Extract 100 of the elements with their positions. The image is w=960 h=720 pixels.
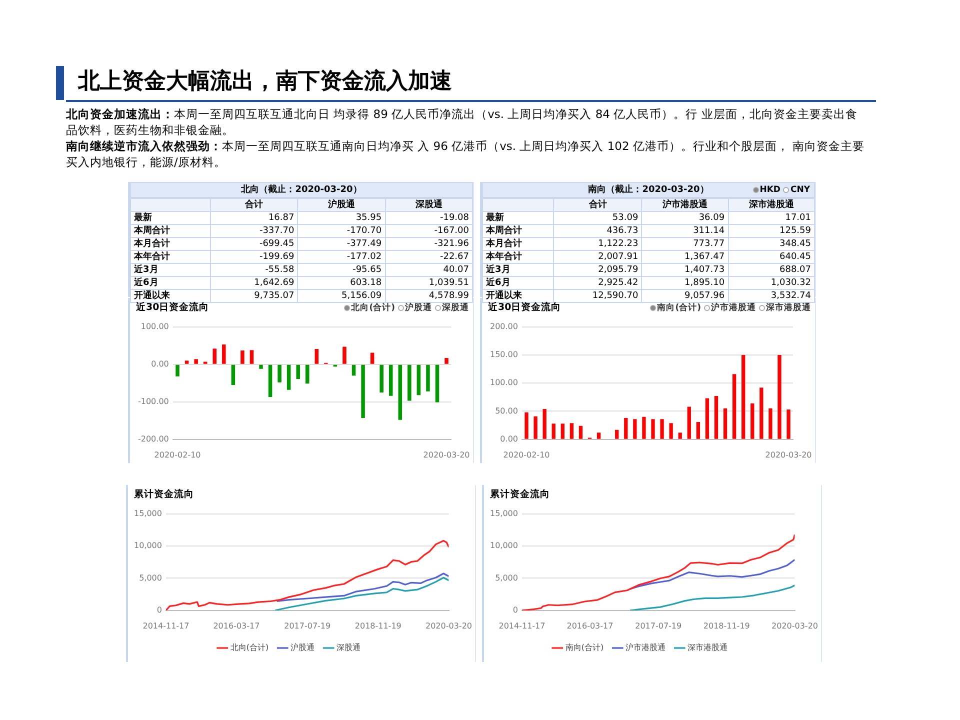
text: -19.08 [440, 213, 469, 223]
text: -337.70 [259, 226, 294, 236]
y-tick-label: 0 [512, 605, 518, 614]
text: -55.58 [265, 265, 294, 275]
y-tick-label: 15,000 [134, 508, 162, 518]
category-label: 沪市港股通 [642, 198, 728, 212]
text: 深股通 [442, 303, 469, 313]
text: 1,407.73 [684, 265, 725, 275]
text: -95.65 [352, 265, 382, 275]
legend-label: 北向(合计) [230, 643, 269, 652]
y-tick-label: 150.00 [490, 350, 518, 360]
text: 16.87 [268, 213, 294, 223]
x-tick-label: 2018-11-19 [354, 621, 402, 630]
chart-title: 近30日资金流向 [136, 302, 210, 313]
x-tick-label: 2017-07-19 [635, 621, 682, 630]
text: 1,367.47 [684, 252, 725, 262]
text: 1,039.51 [428, 278, 469, 288]
text: 1,030.32 [770, 278, 811, 288]
y-tick-label: 0 [156, 605, 162, 614]
text: 125.59 [780, 226, 811, 236]
category-label: 本月合计 [486, 239, 522, 249]
text: -321.96 [434, 239, 469, 249]
text: 40.07 [443, 265, 469, 275]
x-tick-label: 2020-02-10 [154, 450, 201, 460]
text: 2,095.79 [598, 265, 638, 275]
x-tick-label: 2014-11-17 [498, 621, 546, 630]
legend-label: 沪市港股通 [626, 643, 666, 652]
y-tick-label: -100.00 [138, 396, 169, 406]
y-tick-label: 200.00 [490, 322, 518, 331]
y-tick-label: 10,000 [134, 541, 162, 550]
category-label: 近3月 [486, 265, 510, 275]
x-tick-label: 2020-03-20 [772, 621, 818, 630]
text: CNY [790, 184, 810, 197]
x-tick-label: 2018-11-19 [703, 621, 750, 630]
text: 南向继续逆市流入依然强劲： [66, 139, 222, 153]
text: 北向资金加速流出： [66, 107, 174, 121]
text: -22.67 [440, 252, 469, 262]
y-tick-label: 50.00 [495, 406, 518, 416]
category-label: 本年合计 [134, 252, 170, 262]
text: 2,925.42 [598, 278, 638, 288]
y-tick-label: 0.00 [151, 359, 169, 368]
text: 北上资金大幅流出，南下资金流入加速 [78, 68, 452, 96]
y-tick-label: 100.00 [140, 322, 169, 331]
text: HKD [760, 184, 780, 197]
text: 北向（截止：2020-03-20） [130, 182, 473, 198]
y-tick-label: 0.00 [500, 434, 518, 444]
text: 640.45 [780, 252, 811, 262]
text: 3,532.74 [770, 291, 811, 301]
text: 沪市港股通 [711, 303, 756, 313]
text: 1,642.69 [254, 278, 294, 288]
text: 17.01 [785, 213, 811, 223]
text: 35.95 [356, 213, 382, 223]
legend-label: 深股通 [336, 643, 361, 652]
category-label: 近6月 [134, 278, 158, 288]
text: 12,590.70 [592, 291, 638, 301]
text: 36.09 [698, 213, 725, 223]
text: -377.49 [346, 239, 382, 249]
category-label: 本周合计 [134, 226, 170, 236]
legend-label: 深市港股通 [688, 643, 728, 652]
category-label: 沪股通 [298, 198, 386, 212]
category-label: 合计 [554, 198, 642, 212]
y-tick-label: -200.00 [138, 434, 169, 444]
chart-title: 累计资金流向 [489, 488, 551, 502]
text: 688.07 [780, 265, 811, 275]
text: -167.00 [434, 226, 469, 236]
category-label: 本月合计 [134, 239, 170, 249]
text: 北向(合计) [351, 303, 395, 313]
text: 沪股通 [405, 303, 432, 313]
text: 1,122.23 [598, 239, 638, 249]
x-tick-label: 2016-03-17 [566, 621, 614, 630]
category-label: 深市港股通 [728, 198, 814, 212]
category-label: 近6月 [486, 278, 510, 288]
text: -177.02 [346, 252, 382, 262]
text: 773.77 [693, 239, 725, 249]
text: 南向(合计) [657, 303, 701, 313]
y-tick-label: 10,000 [490, 541, 518, 550]
text: 603.18 [350, 278, 382, 288]
category-label: 本年合计 [486, 252, 522, 262]
chart-title: 累计资金流向 [133, 488, 195, 502]
text: 311.14 [693, 226, 725, 236]
text: 深市港股通 [766, 303, 811, 313]
y-tick-label: 15,000 [490, 508, 518, 518]
category-label: 最新 [134, 213, 152, 223]
legend-label: 南向(合计) [565, 643, 604, 652]
x-tick-label: 2016-03-17 [213, 621, 260, 630]
text: 5,156.09 [342, 291, 382, 301]
x-tick-label: 2020-03-20 [423, 450, 470, 460]
text: 9,057.96 [684, 291, 725, 301]
category-label: 近3月 [134, 265, 158, 275]
text: -699.45 [259, 239, 294, 249]
x-tick-label: 2020-03-20 [426, 621, 472, 630]
text: 53.09 [612, 213, 638, 223]
category-label: 开通以来 [134, 291, 170, 301]
y-tick-label: 100.00 [490, 378, 518, 388]
category-label: 开通以来 [486, 291, 522, 301]
category-label: 深股通 [385, 198, 472, 212]
text: 2,007.91 [598, 252, 638, 262]
text: 1,895.10 [684, 278, 725, 288]
x-tick-label: 2020-03-20 [765, 450, 812, 460]
text: 436.73 [606, 226, 638, 236]
